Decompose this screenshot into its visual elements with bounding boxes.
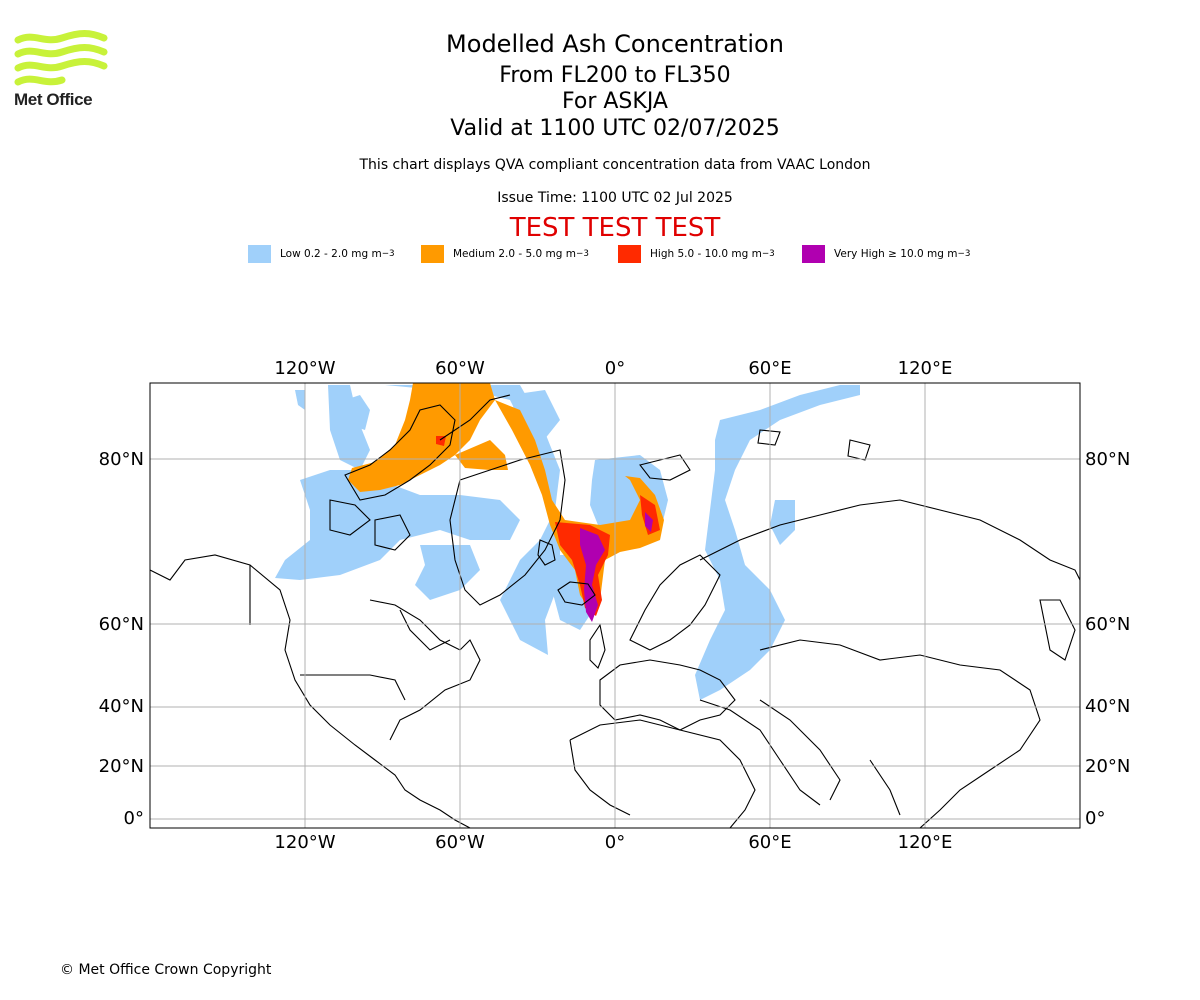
legend-unit-exponent: −3	[761, 249, 775, 259]
issue-time: Issue Time: 1100 UTC 02 Jul 2025	[497, 190, 733, 206]
ash-low-region	[275, 385, 860, 700]
volcano-name: For ASKJA	[562, 89, 668, 114]
map-axes: 120°W 60°W 0° 60°E 120°E 120°W 60°W 0° 6…	[99, 358, 1131, 853]
legend-swatch-very-high	[802, 245, 825, 263]
legend-unit-exponent: −3	[957, 249, 971, 259]
legend-label-high: High 5.0 - 10.0 mg m	[650, 248, 762, 260]
legend-item-high: High 5.0 - 10.0 mg m −3	[618, 244, 775, 264]
lon-tick-bottom: 0°	[605, 832, 625, 853]
copyright-notice: © Met Office Crown Copyright	[60, 962, 272, 978]
lat-tick-left: 60°N	[99, 614, 144, 635]
legend-swatch-low	[248, 245, 271, 263]
lat-tick-left: 80°N	[99, 449, 144, 470]
compliance-note: This chart displays QVA compliant concen…	[359, 157, 871, 173]
legend-unit-exponent: −3	[575, 249, 589, 259]
concentration-legend: Low 0.2 - 2.0 mg m −3 Medium 2.0 - 5.0 mg…	[0, 244, 1200, 264]
lon-tick-bottom: 120°W	[274, 832, 335, 853]
legend-item-very-high: Very High ≥ 10.0 mg m −3	[802, 244, 970, 264]
lat-tick-right: 60°N	[1085, 614, 1130, 635]
lon-tick-bottom: 120°E	[898, 832, 953, 853]
lat-tick-right: 80°N	[1085, 449, 1130, 470]
lat-tick-right: 0°	[1085, 808, 1105, 829]
lon-tick-bottom: 60°E	[748, 832, 791, 853]
lat-tick-right: 20°N	[1085, 756, 1130, 777]
legend-label-low: Low 0.2 - 2.0 mg m	[280, 248, 382, 260]
valid-time: Valid at 1100 UTC 02/07/2025	[450, 116, 780, 141]
logo-waves-icon	[14, 30, 108, 86]
lat-tick-left: 0°	[124, 808, 144, 829]
lat-tick-right: 40°N	[1085, 696, 1130, 717]
met-office-logo: Met Office	[14, 30, 110, 112]
lon-tick-top: 60°E	[748, 358, 791, 379]
ash-medium-region	[348, 383, 664, 610]
chart-title: Modelled Ash Concentration	[446, 30, 784, 58]
lon-tick-top: 120°E	[898, 358, 953, 379]
test-banner: TEST TEST TEST	[509, 213, 721, 243]
lon-tick-top: 0°	[605, 358, 625, 379]
lon-tick-top: 120°W	[274, 358, 335, 379]
legend-item-low: Low 0.2 - 2.0 mg m −3	[248, 244, 395, 264]
gridlines	[150, 383, 1080, 828]
legend-item-medium: Medium 2.0 - 5.0 mg m −3	[421, 244, 589, 264]
coastlines	[150, 394, 1080, 828]
legend-label-very-high: Very High ≥ 10.0 mg m	[834, 248, 958, 260]
level-range: From FL200 to FL350	[499, 63, 731, 88]
legend-unit-exponent: −3	[381, 249, 395, 259]
lon-tick-bottom: 60°W	[435, 832, 485, 853]
legend-swatch-high	[618, 245, 641, 263]
lat-tick-left: 20°N	[99, 756, 144, 777]
ash-very-high-region	[580, 512, 653, 622]
map-frame	[149, 382, 1081, 829]
legend-swatch-medium	[421, 245, 444, 263]
lon-tick-top: 60°W	[435, 358, 485, 379]
legend-label-medium: Medium 2.0 - 5.0 mg m	[453, 248, 576, 260]
logo-text: Met Office	[14, 90, 93, 109]
lat-tick-left: 40°N	[99, 696, 144, 717]
